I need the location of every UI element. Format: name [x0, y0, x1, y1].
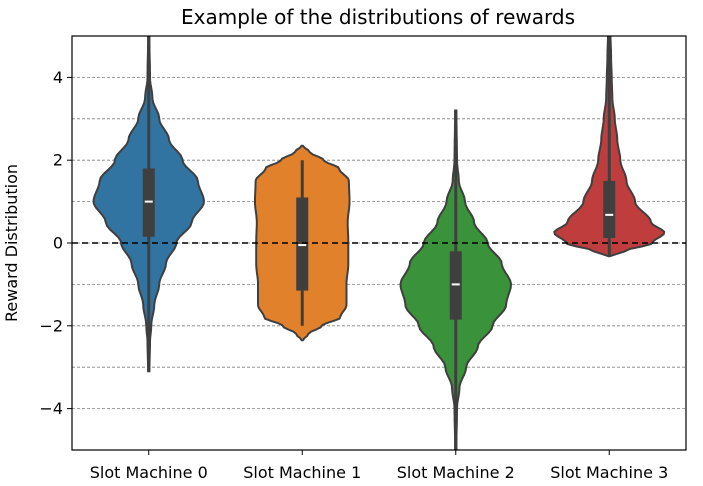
- violin-iqr-box: [603, 180, 616, 239]
- x-tick-label: Slot Machine 1: [243, 463, 361, 482]
- violin-iqr-box: [142, 168, 155, 237]
- x-tick-label: Slot Machine 0: [90, 463, 208, 482]
- violin-group: [553, 36, 666, 258]
- y-axis-label: Reward Distribution: [2, 164, 21, 322]
- axis-layer: −4 −2 0 2 4 Slot Machine 0 Slot Machine 1 Slot …: [39, 35, 687, 482]
- y-tick-label: 0: [53, 234, 63, 253]
- chart-title: Example of the distributions of rewards: [181, 5, 575, 29]
- y-tick-label: 4: [53, 68, 63, 87]
- violin-iqr-box: [296, 197, 309, 291]
- y-tick-label: −4: [39, 399, 63, 418]
- violin-group: [92, 36, 205, 373]
- violin-group: [399, 109, 513, 450]
- x-tick-label: Slot Machine 3: [550, 463, 668, 482]
- x-tick-label: Slot Machine 2: [397, 463, 515, 482]
- y-tick-label: −2: [39, 316, 63, 335]
- violin-iqr-box: [449, 251, 462, 320]
- y-tick-label: 2: [53, 151, 63, 170]
